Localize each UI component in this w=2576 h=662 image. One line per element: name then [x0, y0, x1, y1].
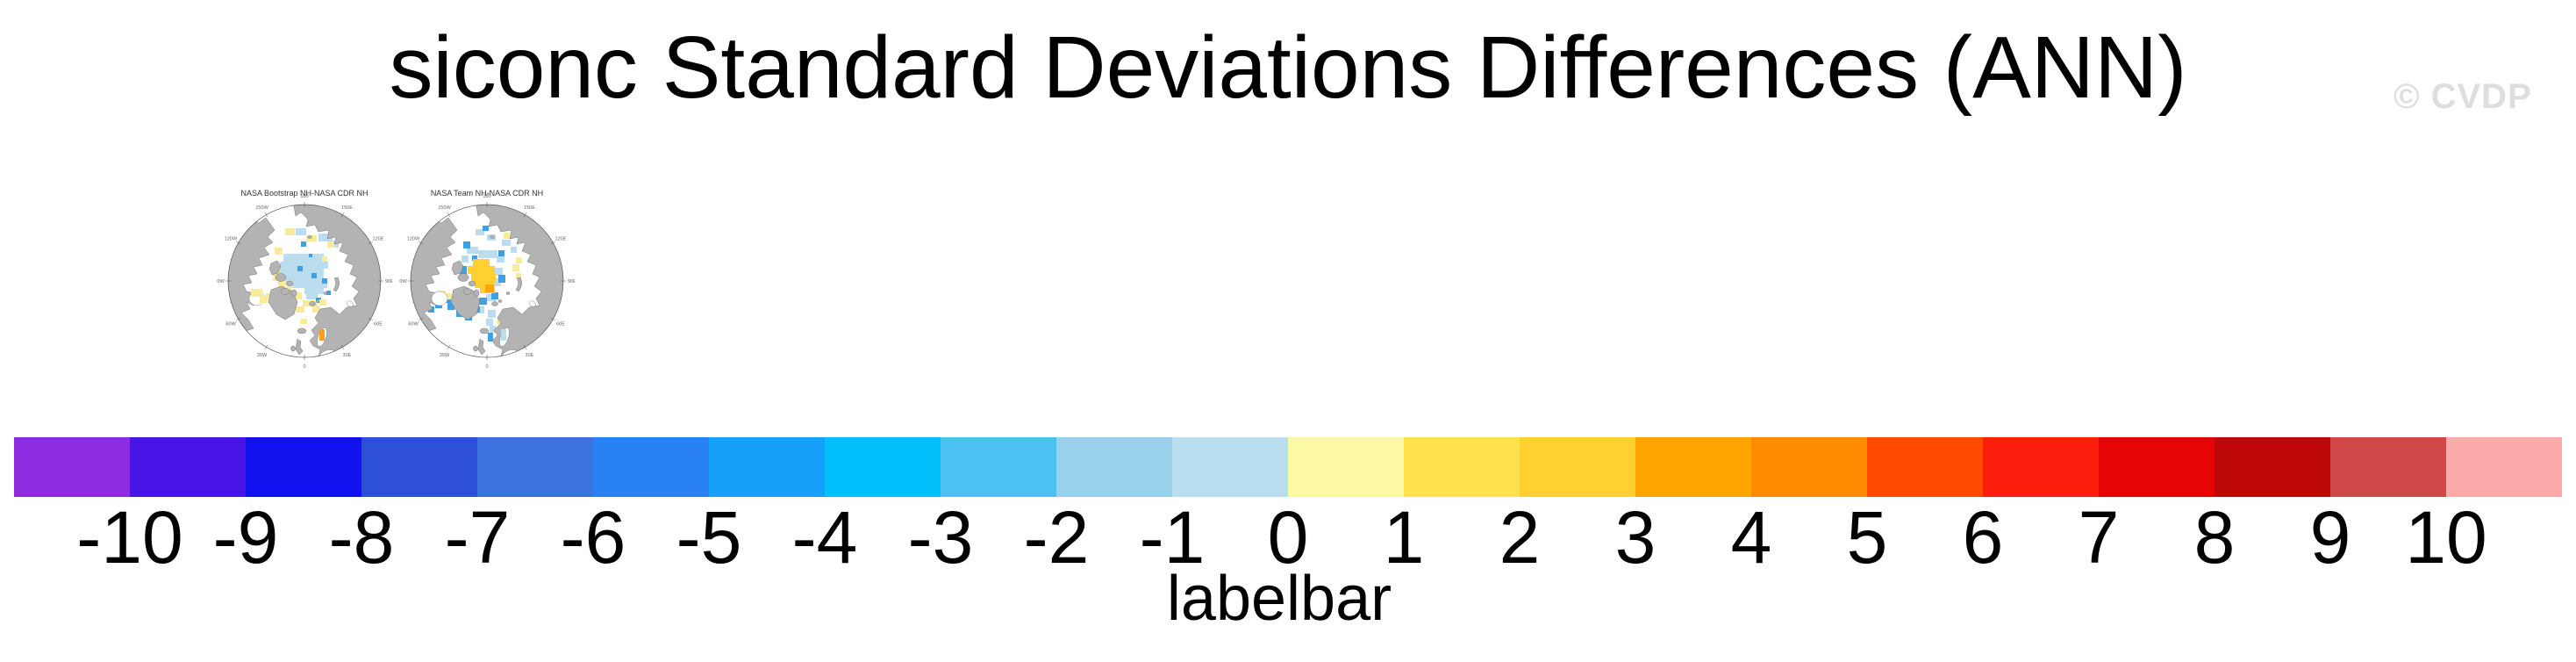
colorbar-cell	[2099, 437, 2215, 497]
colorbar-cell	[1983, 437, 2099, 497]
colorbar-cell	[941, 437, 1056, 497]
colorbar-tick-label: 6	[1962, 496, 2004, 579]
lon-label: 120E	[555, 237, 566, 242]
colorbar-cell	[1867, 437, 1983, 497]
colorbar-cell	[2215, 437, 2330, 497]
lon-label: 120W	[225, 237, 238, 242]
lon-label: 30E	[526, 353, 534, 358]
lon-label: 90E	[385, 279, 392, 284]
labelbar-tick-row: -10 -9 -8 -7 -6 -5 -4 -3 -2 -1 0 1 2 3 4 5 6 7 8 9 10	[14, 500, 2562, 579]
lon-label: 0	[485, 364, 488, 369]
lon-label: 60W	[408, 322, 419, 327]
lon-label: 180	[483, 194, 490, 199]
colorbar-tick-label: -7	[444, 496, 511, 579]
lon-label: 120W	[407, 237, 420, 242]
colorbar-tick-label: -6	[560, 496, 626, 579]
lon-label: 60W	[225, 322, 236, 327]
colorbar-tick-label: -8	[328, 496, 395, 579]
colorbar-tick-label: 0	[1267, 496, 1309, 579]
lon-label: 180	[300, 194, 308, 199]
lon-label: 120E	[372, 237, 383, 242]
colorbar-tick-label: 5	[1846, 496, 1888, 579]
colorbar-tick-label: -2	[1023, 496, 1090, 579]
colorbar-cell	[1751, 437, 1867, 497]
colorbar-tick-label: -3	[907, 496, 974, 579]
colorbar-tick-label: 4	[1730, 496, 1772, 579]
colorbar-cell	[2446, 437, 2562, 497]
graticule-labels: 180 150E 120E 90E 60E 30E 0 30W 60W 90W 120W 150W	[217, 194, 392, 369]
colorbar-tick-label: 7	[2078, 496, 2120, 579]
lon-label: 90W	[399, 279, 407, 284]
colorbar-tick-label: 1	[1383, 496, 1425, 579]
lon-label: 90W	[217, 279, 225, 284]
colorbar-cell	[825, 437, 941, 497]
colorbar-tick-label: 8	[2193, 496, 2236, 579]
colorbar-cell	[1288, 437, 1404, 497]
colorbar-tick-label: -1	[1139, 496, 1206, 579]
lon-label: 30E	[343, 353, 352, 358]
colorbar-tick-label: -4	[791, 496, 858, 579]
lon-label: 150E	[524, 205, 535, 211]
colorbar-cell	[709, 437, 825, 497]
lon-label: 150W	[255, 205, 268, 211]
labelbar-colorbar	[14, 437, 2562, 497]
graticule-labels: 180 150E 120E 90E 60E 30E 0 30W 60W 90W 120W 150W	[399, 194, 575, 369]
lon-label: 30W	[257, 353, 268, 358]
colorbar-tick-label: 3	[1614, 496, 1657, 579]
map-panel-title: NASA Team NH-NASA CDR NH	[431, 189, 543, 198]
colorbar-cell	[1404, 437, 1520, 497]
labelbar-caption: labelbar	[1166, 564, 1392, 634]
colorbar-cell	[2330, 437, 2446, 497]
colorbar-cell	[1172, 437, 1288, 497]
lon-label: 60E	[556, 322, 565, 327]
map-panel-title: NASA Bootstrap NH-NASA CDR NH	[240, 189, 368, 198]
colorbar-tick-label: 10	[2405, 496, 2487, 579]
colorbar-tick-label: 2	[1499, 496, 1541, 579]
colorbar-cell	[1520, 437, 1635, 497]
colorbar-cell	[14, 437, 130, 497]
colorbar-cell	[1056, 437, 1172, 497]
figure-title: siconc Standard Deviations Differences (…	[389, 18, 2187, 117]
colorbar-cell	[1635, 437, 1751, 497]
lon-label: 90E	[568, 279, 575, 284]
lon-label: 150W	[438, 205, 451, 211]
colorbar-tick-label: 9	[2309, 496, 2351, 579]
lon-label: 30W	[440, 353, 450, 358]
colorbar-cell	[593, 437, 709, 497]
lon-label: 150E	[341, 205, 353, 211]
map-plot-area: 180 150E 120E 90E 60E 30E 0 30W 60W 90W 120W 150W	[399, 194, 575, 369]
lon-label: 60E	[374, 322, 383, 327]
colorbar-tick-label: -10	[76, 496, 183, 579]
colorbar-cell	[246, 437, 361, 497]
lon-label: 0	[303, 364, 305, 369]
cvdp-watermark: © CVDP	[2394, 77, 2532, 116]
colorbar-cell	[361, 437, 477, 497]
colorbar-cell	[477, 437, 593, 497]
polar-map-nasa-team-minus-nasa-cdr: NASA Team NH-NASA CDR NH 180 150E 120E 90E 6…	[399, 189, 575, 369]
colorbar-cell	[130, 437, 246, 497]
polar-map-nasa-bootstrap-minus-nasa-cdr: NASA Bootstrap NH-NASA CDR NH 180 150E 120…	[217, 189, 392, 369]
map-plot-area: 180 150E 120E 90E 60E 30E 0 30W 60W 90W 120W 150W	[217, 194, 392, 369]
colorbar-tick-label: -5	[676, 496, 742, 579]
colorbar-tick-label: -9	[212, 496, 279, 579]
